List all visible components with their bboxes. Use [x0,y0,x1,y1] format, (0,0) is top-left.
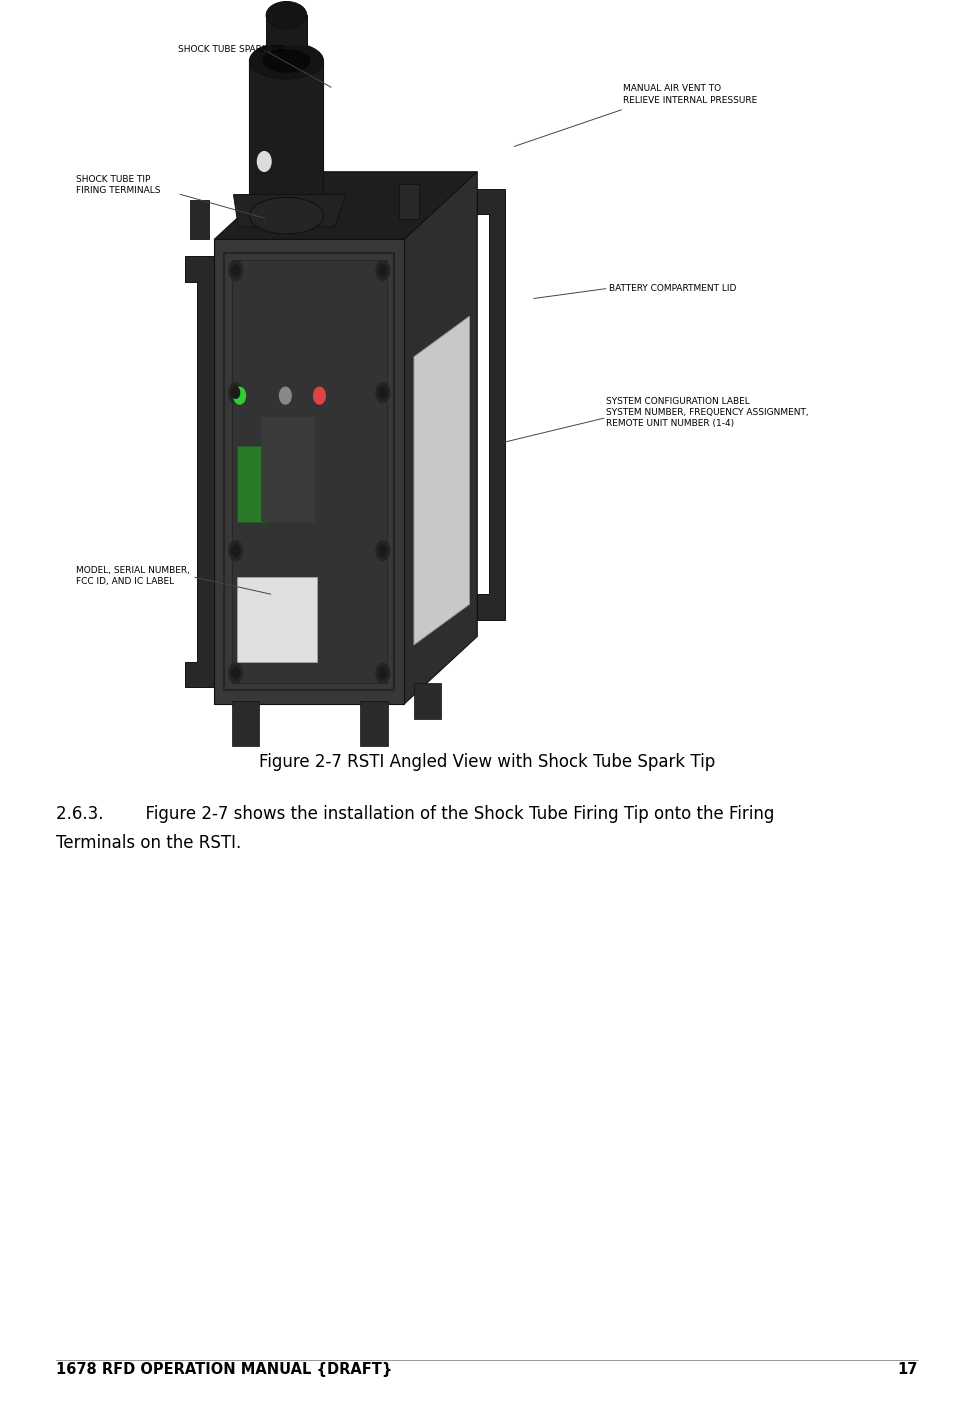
Circle shape [229,541,243,560]
FancyBboxPatch shape [237,577,318,662]
Circle shape [376,260,390,280]
Circle shape [314,387,325,404]
Ellipse shape [249,197,323,234]
Bar [249,61,323,215]
Ellipse shape [266,1,307,30]
Polygon shape [185,256,214,687]
Circle shape [232,265,240,276]
Text: SHOCK TUBE TIP
FIRING TERMINALS: SHOCK TUBE TIP FIRING TERMINALS [76,175,161,194]
Text: Figure 2-7 RSTI Angled View with Shock Tube Spark Tip: Figure 2-7 RSTI Angled View with Shock T… [259,753,715,772]
Bar [266,15,307,46]
Text: SYSTEM CONFIGURATION LABEL
SYSTEM NUMBER, FREQUENCY ASSIGNMENT,
REMOTE UNIT NUMB: SYSTEM CONFIGURATION LABEL SYSTEM NUMBER… [606,397,808,428]
Circle shape [376,663,390,683]
Text: SHOCK TUBE SPARK TIP: SHOCK TUBE SPARK TIP [178,45,284,54]
Text: 2.6.3.        Figure 2-7 shows the installation of the Shock Tube Firing Tip ont: 2.6.3. Figure 2-7 shows the installation… [56,805,775,824]
Ellipse shape [262,49,311,73]
Bar [224,253,394,690]
Polygon shape [214,172,477,239]
Circle shape [257,152,271,172]
Bar [414,683,441,718]
Polygon shape [477,189,505,620]
Circle shape [379,545,387,556]
Text: Terminals on the RSTI.: Terminals on the RSTI. [56,834,242,852]
Bar [232,701,259,746]
Bar [261,417,316,522]
Text: 17: 17 [897,1362,918,1377]
Circle shape [234,387,245,404]
Ellipse shape [249,42,323,79]
Bar [190,200,209,239]
Text: 1678 RFD OPERATION MANUAL {DRAFT}: 1678 RFD OPERATION MANUAL {DRAFT} [56,1362,393,1377]
Circle shape [232,387,240,398]
Circle shape [229,260,243,280]
Bar [399,184,419,220]
Circle shape [280,387,291,404]
Polygon shape [234,194,347,227]
Circle shape [379,667,387,679]
Circle shape [232,545,240,556]
Circle shape [229,663,243,683]
Circle shape [376,541,390,560]
Circle shape [232,667,240,679]
Text: BATTERY COMPARTMENT LID: BATTERY COMPARTMENT LID [609,284,736,293]
Bar [360,701,388,746]
Polygon shape [414,317,469,645]
Text: MODEL, SERIAL NUMBER,
FCC ID, AND IC LABEL: MODEL, SERIAL NUMBER, FCC ID, AND IC LAB… [76,566,190,586]
Bar [237,446,268,522]
Circle shape [229,383,243,403]
Circle shape [379,265,387,276]
Circle shape [376,383,390,403]
Bar [232,260,387,683]
Text: MANUAL AIR VENT TO
RELIEVE INTERNAL PRESSURE: MANUAL AIR VENT TO RELIEVE INTERNAL PRES… [623,84,758,104]
Circle shape [379,387,387,398]
Polygon shape [404,172,477,704]
Bar [214,239,404,704]
